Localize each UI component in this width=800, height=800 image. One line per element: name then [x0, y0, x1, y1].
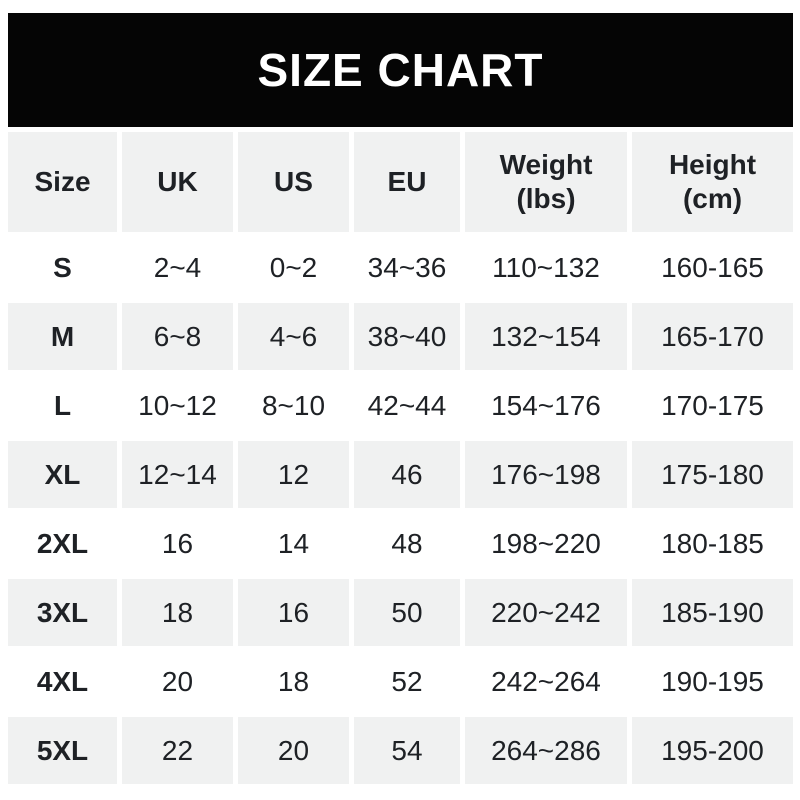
- table-cell: 2~4: [122, 234, 233, 301]
- table-cell: 165-170: [632, 303, 793, 370]
- table-cell: XL: [8, 441, 117, 508]
- column-header-height: Height (cm): [632, 132, 793, 232]
- column-header-sub: (lbs): [516, 183, 576, 214]
- table-cell: 12~14: [122, 441, 233, 508]
- column-header-label: Size: [34, 166, 91, 198]
- table-cell: 18: [238, 648, 349, 715]
- table-cell: 48: [354, 510, 460, 577]
- table-cell: 190-195: [632, 648, 793, 715]
- table-cell: 3XL: [8, 579, 117, 646]
- table-cell: 0~2: [238, 234, 349, 301]
- column-header-label: Height: [668, 149, 757, 181]
- page-title: SIZE CHART: [257, 44, 544, 96]
- table-cell: 185-190: [632, 579, 793, 646]
- table-cell: 54: [354, 717, 460, 784]
- table-cell: 4~6: [238, 303, 349, 370]
- table-cell: 16: [122, 510, 233, 577]
- column-header-us: US: [238, 132, 349, 232]
- column-header-size: Size: [8, 132, 117, 232]
- table-cell: 46: [354, 441, 460, 508]
- table-cell: 50: [354, 579, 460, 646]
- table-cell: 4XL: [8, 648, 117, 715]
- table-cell: 10~12: [122, 372, 233, 439]
- table-cell: 6~8: [122, 303, 233, 370]
- table-cell: 176~198: [465, 441, 627, 508]
- table-cell: 198~220: [465, 510, 627, 577]
- table-cell: 110~132: [465, 234, 627, 301]
- table-cell: 5XL: [8, 717, 117, 784]
- column-header-label: US: [274, 166, 313, 198]
- table-cell: 18: [122, 579, 233, 646]
- table-cell: 160-165: [632, 234, 793, 301]
- table-cell: 42~44: [354, 372, 460, 439]
- table-cell: L: [8, 372, 117, 439]
- table-cell: 14: [238, 510, 349, 577]
- table-cell: 20: [122, 648, 233, 715]
- table-cell: 264~286: [465, 717, 627, 784]
- table-cell: S: [8, 234, 117, 301]
- table-cell: 154~176: [465, 372, 627, 439]
- banner: SIZE CHART: [8, 13, 793, 127]
- table-cell: 22: [122, 717, 233, 784]
- table-cell: 38~40: [354, 303, 460, 370]
- column-header-weight: Weight (lbs): [465, 132, 627, 232]
- table-cell: 132~154: [465, 303, 627, 370]
- column-header-label: UK: [157, 166, 198, 198]
- column-header-uk: UK: [122, 132, 233, 232]
- column-header-label: EU: [387, 166, 427, 198]
- table-cell: 180-185: [632, 510, 793, 577]
- table-cell: 12: [238, 441, 349, 508]
- table-cell: 20: [238, 717, 349, 784]
- table-cell: 195-200: [632, 717, 793, 784]
- column-header-eu: EU: [354, 132, 460, 232]
- table-cell: 16: [238, 579, 349, 646]
- table-cell: 8~10: [238, 372, 349, 439]
- table-cell: 175-180: [632, 441, 793, 508]
- table-cell: M: [8, 303, 117, 370]
- table-cell: 220~242: [465, 579, 627, 646]
- column-header-sub: (cm): [682, 183, 743, 214]
- size-chart-table: Size UK US EU Weight (lbs) Height (cm) S…: [8, 132, 793, 784]
- table-cell: 242~264: [465, 648, 627, 715]
- table-cell: 52: [354, 648, 460, 715]
- column-header-label: Weight: [499, 149, 593, 181]
- table-cell: 2XL: [8, 510, 117, 577]
- table-cell: 34~36: [354, 234, 460, 301]
- table-cell: 170-175: [632, 372, 793, 439]
